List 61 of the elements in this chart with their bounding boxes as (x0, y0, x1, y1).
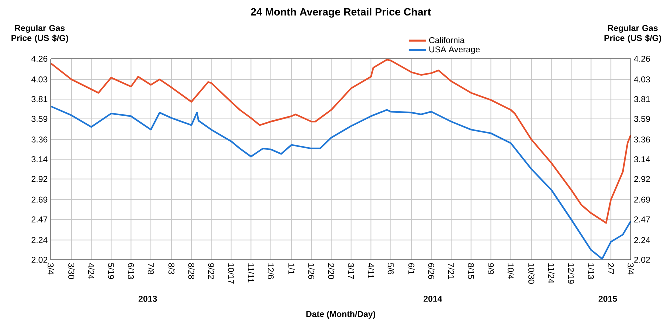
y2-tick-label: 3.14 (634, 156, 650, 163)
x-tick-label: 3/30 (68, 263, 75, 280)
y2-tick-label: 3.81 (634, 96, 650, 102)
y-tick-label: 3.14 (32, 156, 48, 163)
x-tick-label: 10/17 (228, 264, 234, 284)
x-tick-label: 1/26 (308, 264, 315, 280)
y-axis-title: Regular Gas Price (US $/G) (12, 25, 68, 43)
y2-tick-label: 3.36 (634, 136, 650, 143)
x-tick-label: 7/21 (448, 263, 455, 280)
chart-title: 24 Month Average Retail Price Chart (251, 8, 432, 18)
y-tick-label: 3.81 (32, 96, 48, 102)
y-tick-label: 4.26 (32, 56, 48, 62)
x-tick-label: 3/4 (48, 263, 54, 275)
x-tick-label: 2/7 (608, 263, 614, 274)
x-tick-label: 4/11 (368, 263, 374, 279)
legend-label: USA Average (430, 46, 480, 54)
x-tick-label: 1/13 (588, 264, 594, 280)
x-tick-label: 5/6 (388, 263, 394, 274)
text: 2015 (598, 296, 618, 302)
text: 2014 (424, 296, 442, 302)
x-tick-label: 5/19 (108, 263, 115, 280)
y2-tick-label: 2.24 (634, 237, 650, 244)
x-tick-label: 9/22 (208, 263, 215, 280)
y2-tick-label: 2.47 (634, 216, 650, 223)
x-tick-label: 2/20 (328, 263, 335, 280)
x-tick-label: 10/30 (528, 264, 535, 284)
y2-tick-label: 2.92 (634, 176, 650, 182)
x-tick-label: 9/9 (488, 263, 494, 274)
y2-tick-label: 2.69 (634, 196, 650, 203)
x-tick-label: 11/24 (548, 264, 555, 284)
x-tick-label: 3/17 (348, 263, 354, 280)
x-tick-label: 1/1 (288, 264, 295, 274)
x-tick-label: 12/19 (568, 264, 575, 284)
y-tick-label: 2.47 (32, 216, 48, 223)
y2-tick-label: 4.26 (634, 56, 650, 62)
x-tick-label: 11/11 (248, 264, 254, 283)
x-tick-label: 4/24 (88, 263, 95, 280)
y-tick-label: 3.59 (32, 116, 48, 122)
y-tick-label: 2.92 (32, 176, 48, 182)
legend-label: California (429, 37, 465, 44)
y2-tick-label: 4.03 (634, 76, 650, 83)
y2-axis-title: Regular Gas Price (US $/G) (604, 25, 662, 43)
text: 2013 (138, 296, 158, 302)
x-tick-label: 6/1 (408, 263, 415, 274)
x-tick-label: 6/26 (428, 263, 435, 280)
x-axis-title: Date (Month/Day) (306, 311, 376, 319)
x-tick-label: 7/8 (148, 263, 154, 274)
y-tick-label: 3.36 (32, 136, 48, 143)
y-tick-label: 2.69 (32, 196, 48, 203)
x-tick-label: 8/28 (188, 263, 195, 280)
y-tick-label: 2.24 (32, 237, 48, 244)
x-tick-label: 12/6 (268, 264, 274, 280)
y-tick-label: 2.02 (32, 256, 48, 264)
x-tick-label: 3/4 (628, 263, 634, 275)
y2-tick-label: 2.02 (634, 256, 650, 264)
x-tick-label: 10/4 (508, 264, 514, 280)
x-tick-label: 8/3 (168, 263, 175, 274)
y2-tick-label: 3.59 (634, 116, 650, 122)
x-tick-label: 8/15 (468, 263, 474, 280)
x-tick-label: 6/13 (128, 263, 134, 280)
y-tick-label: 4.03 (32, 76, 48, 83)
